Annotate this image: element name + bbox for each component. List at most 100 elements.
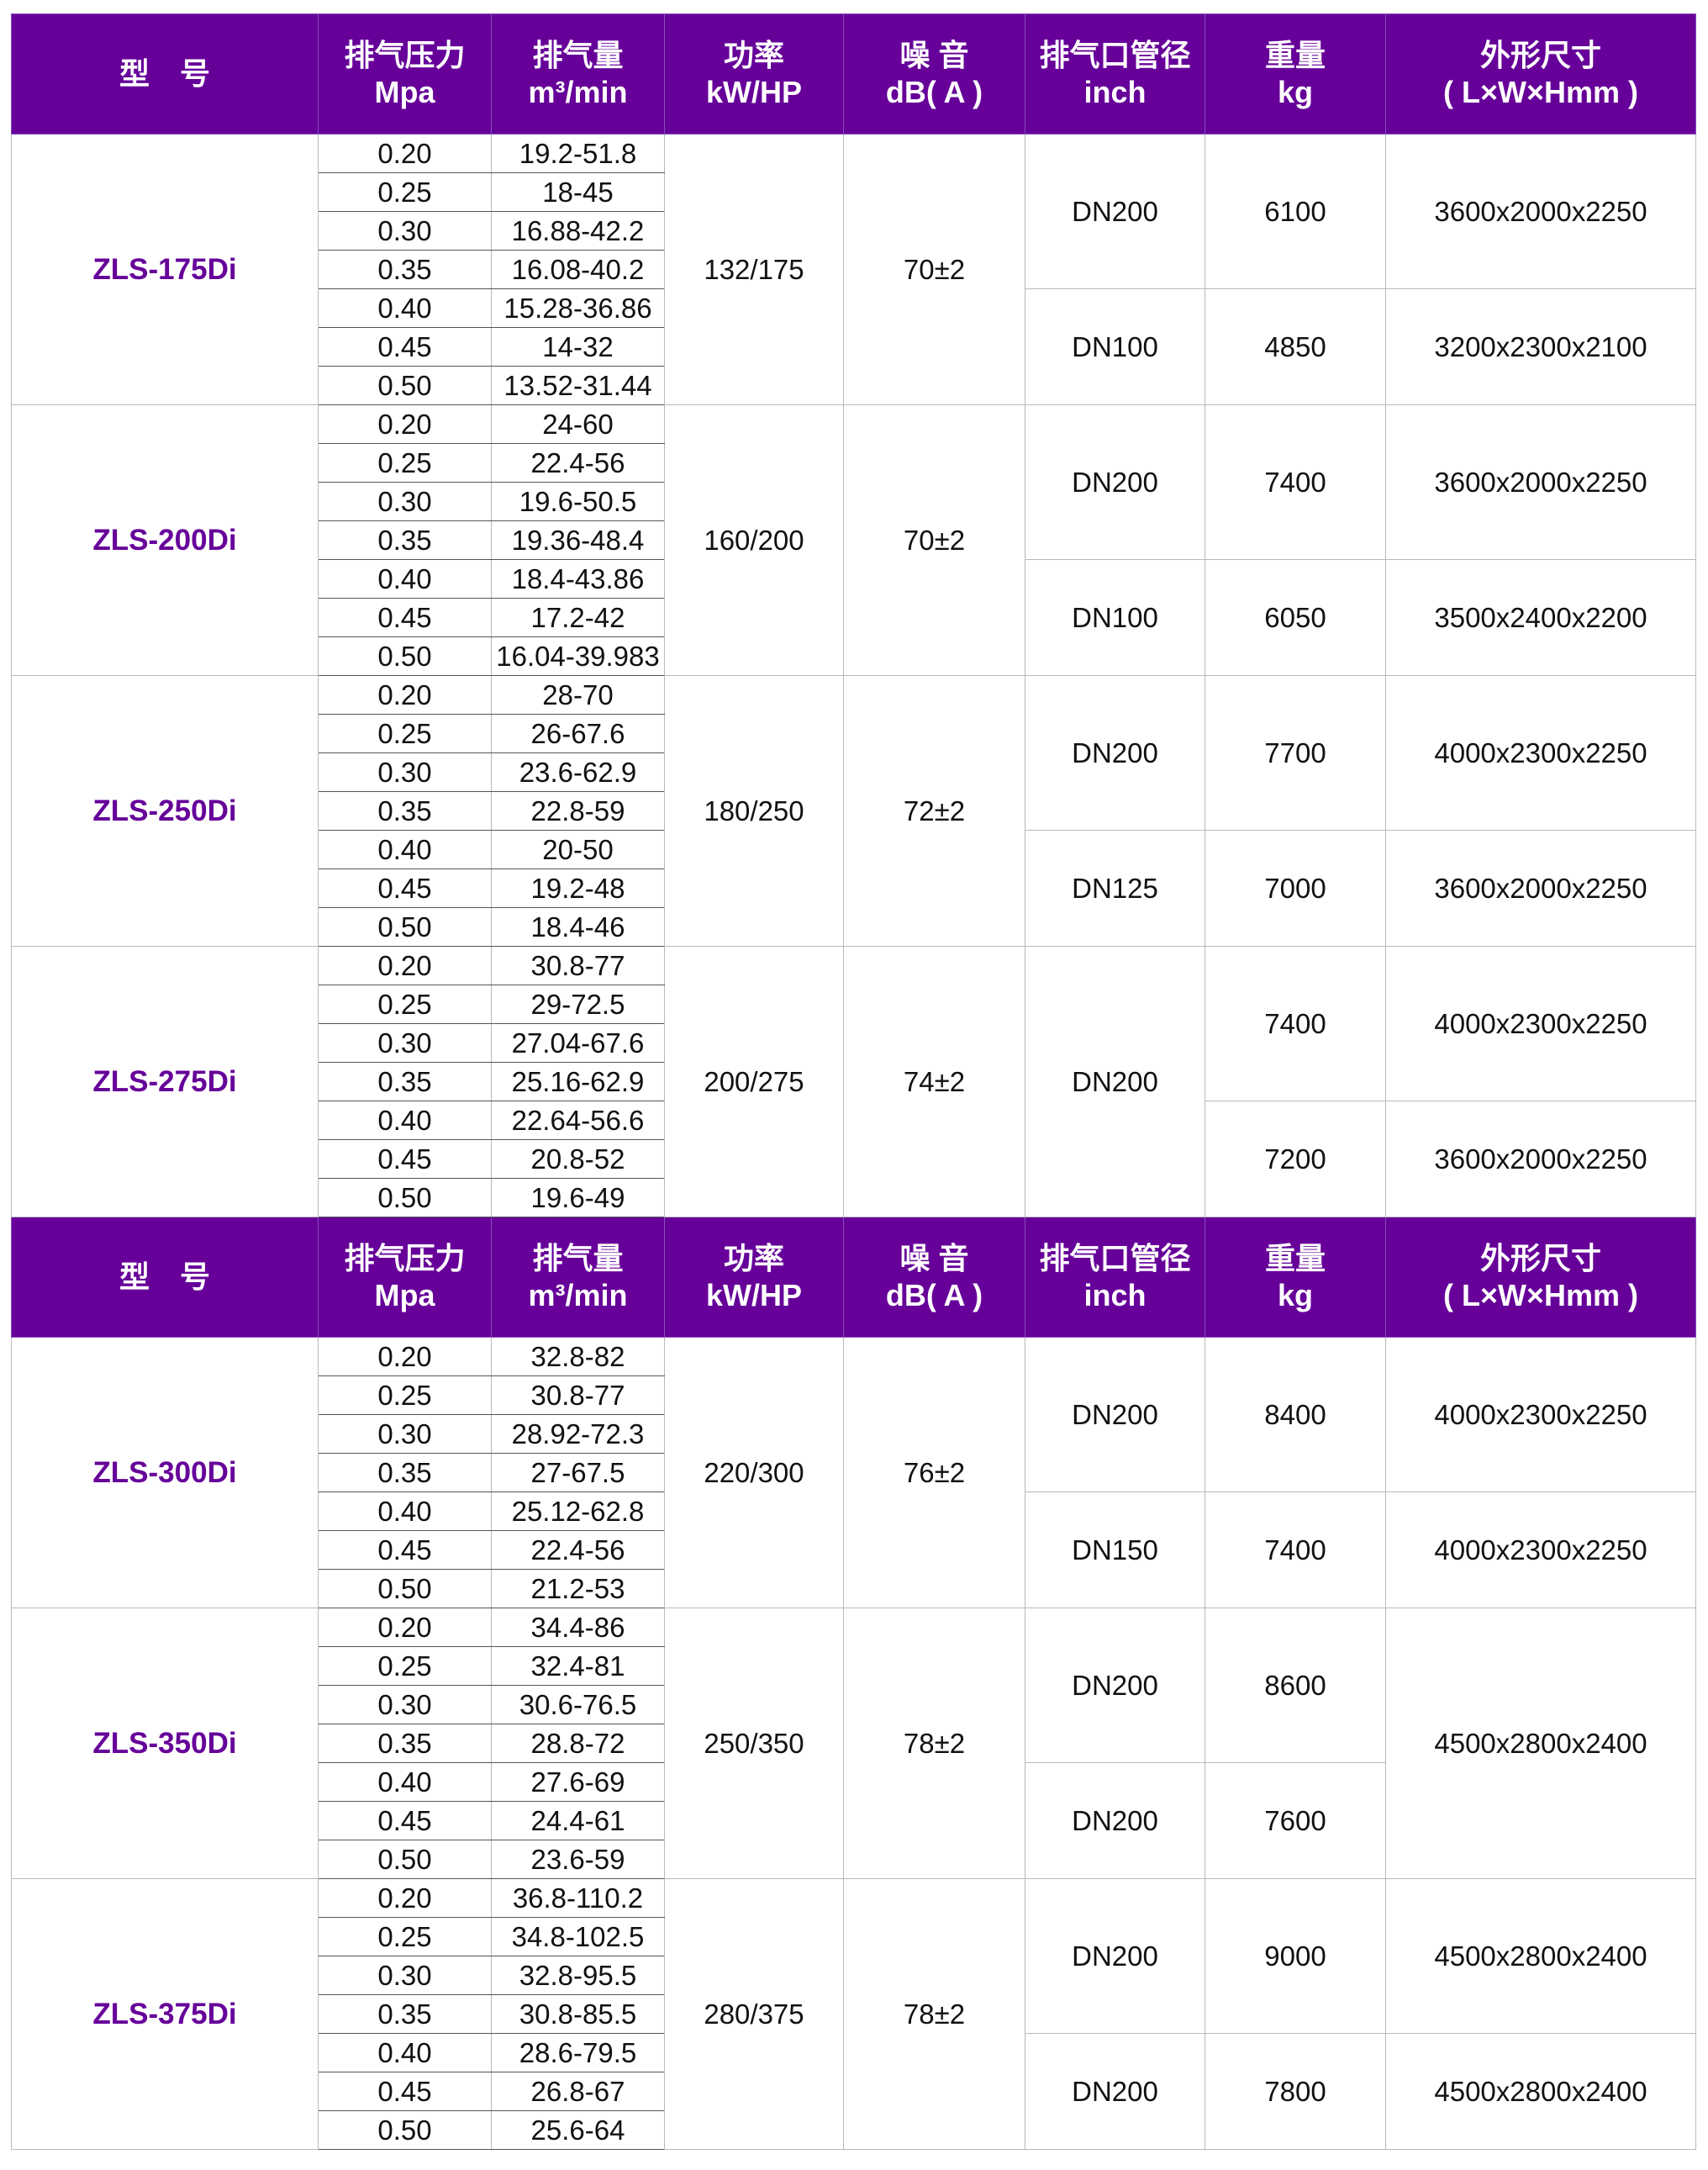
dims-cell: 3200x2300x2100	[1385, 288, 1696, 405]
outlet-cell: DN200	[1025, 1608, 1205, 1763]
flow-cell: 28.6-79.5	[491, 2033, 665, 2072]
table-row: ZLS-300Di 0.20 32.8-82 220/300 76±2 DN200 8400…	[11, 1337, 1696, 1608]
flow-cell: 32.8-82	[491, 1337, 665, 1376]
header-model: 型 号	[11, 13, 319, 135]
spec-table: 型 号排气压力 Mpa 排气量 m³/min 功率 kW/HP 噪 音 dB( A ) 排气口管…	[11, 13, 1696, 2150]
header-weight: 重量 kg	[1205, 13, 1386, 135]
flow-cell: 27.6-69	[491, 1762, 665, 1802]
pressure-cell: 0.50	[318, 907, 492, 947]
pressure-cell: 0.40	[318, 2033, 492, 2072]
pressure-cell: 0.50	[318, 366, 492, 405]
outlet-cell: DN150	[1025, 1492, 1205, 1608]
table-row: 0.25 22.4-56	[12, 443, 1696, 483]
flow-cell: 26.8-67	[491, 2072, 665, 2111]
flow-cell: 19.6-50.5	[491, 482, 665, 521]
flow-cell: 17.2-42	[491, 598, 665, 637]
weight-cell: 7600	[1205, 1762, 1386, 1879]
weight-cell: 7400	[1205, 404, 1386, 560]
table-row: 0.25 26-67.6	[12, 714, 1696, 753]
pressure-cell: 0.25	[318, 1917, 492, 1956]
flow-cell: 29-72.5	[491, 985, 665, 1024]
header-power-label: 功率	[723, 38, 784, 72]
header-dims: 外形尺寸( L×W×Hmm )	[1385, 13, 1696, 135]
flow-cell: 20-50	[491, 830, 665, 869]
header-pressure: 排气压力 Mpa	[318, 13, 492, 135]
pressure-cell: 0.45	[318, 1530, 492, 1570]
noise-cell: 74±2	[843, 946, 1025, 1217]
header-dims-label: 外形尺寸	[1479, 1241, 1601, 1275]
pressure-cell: 0.40	[318, 559, 492, 599]
header-outlet-unit: inch	[1083, 1278, 1147, 1312]
flow-cell: 13.52-31.44	[491, 366, 665, 405]
flow-cell: 15.28-36.86	[491, 288, 665, 328]
header-flow-label: 排气量	[532, 1241, 624, 1275]
flow-cell: 22.8-59	[491, 791, 665, 831]
noise-cell: 70±2	[843, 404, 1025, 676]
flow-cell: 16.88-42.2	[491, 211, 665, 251]
weight-cell: 7700	[1205, 675, 1386, 831]
outlet-cell: DN200	[1025, 1337, 1205, 1492]
header-noise: 噪 音 dB( A )	[843, 1217, 1025, 1338]
flow-cell: 25.6-64	[491, 2110, 665, 2150]
table-row: 0.40 28.6-79.5 DN200 7800 4500x2800x2400	[12, 2033, 1696, 2150]
power-cell: 160/200	[664, 404, 844, 676]
flow-cell: 32.4-81	[491, 1646, 665, 1686]
weight-cell: 6100	[1205, 134, 1386, 289]
flow-cell: 30.6-76.5	[491, 1685, 665, 1724]
table-row: 0.50 23.6-59	[12, 1840, 1696, 1879]
flow-cell: 28.92-72.3	[491, 1414, 665, 1454]
pressure-cell: 0.20	[318, 675, 492, 715]
header-model: 型 号	[11, 1217, 319, 1338]
header-weight: 重量 kg	[1205, 1217, 1386, 1338]
weight-cell: 8600	[1205, 1608, 1386, 1763]
outlet-cell: DN200	[1025, 134, 1205, 289]
header-noise: 噪 音 dB( A )	[843, 13, 1025, 135]
flow-cell: 18.4-46	[491, 907, 665, 947]
header-row: 型 号排气压力 Mpa 排气量 m³/min 功率 kW/HP 噪 音 dB( A ) 排气口管…	[11, 13, 1696, 135]
weight-cell: 9000	[1205, 1878, 1386, 2034]
header-weight-label: 重量	[1264, 1241, 1326, 1275]
table-row: 0.35 16.08-40.2	[12, 250, 1696, 289]
flow-cell: 28.8-72	[491, 1724, 665, 1763]
outlet-cell: DN200	[1025, 404, 1205, 560]
pressure-cell: 0.45	[318, 327, 492, 367]
table-row: 0.50 19.6-49	[12, 1178, 1696, 1217]
pressure-cell: 0.20	[318, 1337, 492, 1376]
header-outlet: 排气口管径 inch	[1025, 1217, 1205, 1338]
dims-cell: 3600x2000x2250	[1385, 830, 1696, 947]
model-name: ZLS-275Di	[11, 946, 319, 1217]
flow-cell: 22.64-56.6	[491, 1101, 665, 1140]
outlet-cell: DN100	[1025, 288, 1205, 405]
table-row: 0.30 28.92-72.3	[12, 1414, 1696, 1454]
header-power-label: 功率	[723, 1241, 784, 1275]
noise-cell: 78±2	[843, 1608, 1025, 1879]
noise-cell: 70±2	[843, 134, 1025, 405]
outlet-cell: DN125	[1025, 830, 1205, 947]
weight-cell: 7200	[1205, 1101, 1386, 1217]
flow-cell: 36.8-110.2	[491, 1878, 665, 1918]
table-row: ZLS-250Di 0.20 28-70 180/250 72±2 DN200 7700 40…	[11, 675, 1696, 947]
dims-cell: 4500x2800x2400	[1385, 2033, 1696, 2150]
flow-cell: 18-45	[491, 172, 665, 212]
power-cell: 180/250	[664, 675, 844, 947]
pressure-cell: 0.20	[318, 1878, 492, 1918]
table-row: 0.25 30.8-77	[12, 1375, 1696, 1415]
dims-cell: 4000x2300x2250	[1385, 1337, 1696, 1492]
table-row: 0.40 22.64-56.6 7200 3600x2000x2250	[12, 1101, 1696, 1217]
outlet-cell: DN200	[1025, 675, 1205, 831]
header-dims-label: 外形尺寸	[1479, 38, 1601, 72]
header-flow-unit: m³/min	[528, 1278, 628, 1312]
header-weight-label: 重量	[1264, 38, 1326, 72]
pressure-cell: 0.30	[318, 1956, 492, 1995]
header-flow: 排气量 m³/min	[491, 13, 665, 135]
pressure-cell: 0.25	[318, 1375, 492, 1415]
weight-cell: 7400	[1205, 946, 1386, 1101]
weight-cell: 7400	[1205, 1492, 1386, 1608]
table-row: 0.25 34.8-102.5	[12, 1917, 1696, 1956]
header-power: 功率 kW/HP	[664, 1217, 844, 1338]
dims-cell: 3600x2000x2250	[1385, 134, 1696, 289]
pressure-cell: 0.20	[318, 134, 492, 173]
header-noise-unit: dB( A )	[885, 1278, 983, 1312]
flow-cell: 21.2-53	[491, 1569, 665, 1608]
table-row: ZLS-350Di 0.20 34.4-86 250/350 78±2 DN200 8600…	[11, 1608, 1696, 1879]
